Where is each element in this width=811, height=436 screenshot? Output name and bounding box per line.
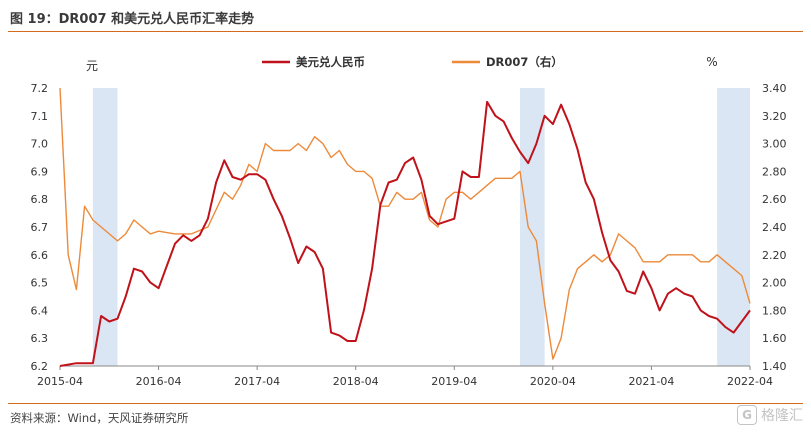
legend-label: DR007（右） (486, 55, 563, 69)
y-tick-right: 1.60 (762, 332, 787, 345)
y-tick-right: 3.40 (762, 82, 787, 95)
x-tick-label: 2021-04 (628, 375, 674, 388)
series-line-usdcny (59, 100, 751, 367)
x-tick-label: 2019-04 (431, 375, 477, 388)
y-tick-left: 7.1 (31, 110, 49, 123)
y-tick-right: 1.80 (762, 304, 787, 317)
y-tick-left: 6.8 (31, 193, 49, 206)
y-tick-left: 7.0 (31, 138, 49, 151)
y-tick-left: 6.6 (31, 249, 49, 262)
y-tick-right: 3.20 (762, 110, 787, 123)
figure-title: 图 19：DR007 和美元兑人民币汇率走势 (10, 12, 255, 27)
shaded-periods (92, 88, 750, 366)
y-tick-left: 7.2 (31, 82, 49, 95)
series-line-dr007 (59, 87, 751, 360)
y-tick-left: 6.5 (31, 277, 49, 290)
x-tick-label: 2022-04 (727, 375, 773, 388)
y-tick-right: 2.00 (762, 277, 787, 290)
y-tick-left: 6.4 (31, 304, 49, 317)
x-tick-label: 2016-04 (136, 375, 182, 388)
left-axis-unit: 元 (86, 59, 98, 73)
top-rule (8, 31, 803, 32)
y-tick-left: 6.7 (31, 221, 49, 234)
legend-label: 美元兑人民币 (296, 55, 365, 69)
y-tick-right: 3.00 (762, 138, 787, 151)
y-tick-left: 6.3 (31, 332, 49, 345)
watermark-logo-icon: G (737, 405, 757, 425)
bottom-rule (8, 403, 803, 404)
legend: 美元兑人民币 DR007（右） (262, 55, 563, 69)
right-axis-unit: % (706, 55, 717, 69)
source-note: 资料来源：Wind，天风证券研究所 (10, 411, 189, 425)
shaded-period (520, 88, 545, 366)
x-tick-label: 2015-04 (37, 375, 83, 388)
x-tick-label: 2020-04 (530, 375, 576, 388)
y-tick-right: 2.60 (762, 193, 787, 206)
y-tick-left: 6.2 (31, 360, 49, 373)
x-tick-label: 2017-04 (234, 375, 280, 388)
axes: 7.2 7.1 7.0 6.9 6.8 6.7 6.6 6.5 6.4 6.3 6.2 3.40 3.2… (31, 55, 787, 388)
shaded-period (717, 88, 750, 366)
y-tick-right: 2.80 (762, 165, 787, 178)
y-tick-right: 2.40 (762, 221, 787, 234)
watermark-text: 格隆汇 (761, 408, 803, 424)
watermark: G 格隆汇 (737, 405, 803, 425)
y-tick-right: 1.40 (762, 360, 787, 373)
y-tick-left: 6.9 (31, 165, 49, 178)
y-tick-right: 2.20 (762, 249, 787, 262)
shaded-period (92, 88, 118, 366)
series-lines (59, 87, 751, 367)
x-tick-label: 2018-04 (333, 375, 379, 388)
